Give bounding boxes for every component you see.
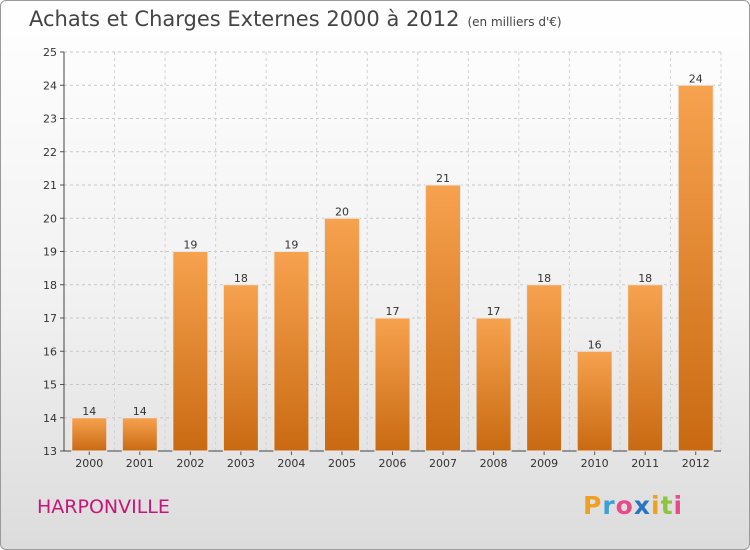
logo-letter: r [602, 491, 616, 520]
x-tick-label: 2007 [429, 457, 457, 470]
x-tick-label: 2004 [277, 457, 305, 470]
logo-letter: P [583, 491, 603, 520]
bar-2005 [323, 217, 360, 452]
data-label: 20 [335, 205, 349, 218]
logo-letter: o [615, 491, 634, 520]
commune-name: HARPONVILLE [37, 496, 170, 518]
x-tick-label: 2011 [631, 457, 659, 470]
x-tick-label: 2009 [530, 457, 558, 470]
x-tick-label: 2010 [581, 457, 609, 470]
data-label: 18 [234, 272, 248, 285]
data-label: 14 [133, 405, 147, 418]
data-label: 17 [487, 305, 501, 318]
logo-letter: i [673, 491, 684, 520]
bar-2011 [627, 284, 664, 452]
bar-2004 [273, 251, 310, 452]
bar-2003 [222, 284, 259, 452]
data-label: 18 [537, 272, 551, 285]
y-tick-label: 20 [43, 212, 57, 225]
data-label: 19 [284, 239, 298, 252]
y-tick-label: 13 [43, 445, 57, 458]
bar-2001 [121, 417, 158, 452]
data-label: 21 [436, 172, 450, 185]
y-tick-label: 22 [43, 146, 57, 159]
logo-letter: t [660, 491, 674, 520]
chart-title: Achats et Charges Externes 2000 à 2012 [29, 7, 460, 31]
bar-2008 [475, 317, 512, 452]
data-label: 18 [638, 272, 652, 285]
data-label: 17 [386, 305, 400, 318]
y-tick-label: 23 [43, 113, 57, 126]
bar-2007 [425, 184, 462, 452]
y-tick-label: 14 [43, 412, 57, 425]
bar-2012 [677, 84, 714, 452]
logo-letter: x [633, 491, 651, 520]
data-label: 19 [183, 239, 197, 252]
bars [71, 84, 714, 452]
bar-2006 [374, 317, 411, 452]
chart-title-block: Achats et Charges Externes 2000 à 2012 (e… [29, 7, 562, 31]
chart-unit: (en milliers d'€) [467, 15, 562, 29]
y-tick-label: 18 [43, 279, 57, 292]
x-tick-label: 2005 [328, 457, 356, 470]
x-tick-label: 2006 [379, 457, 407, 470]
x-tick-label: 2001 [126, 457, 154, 470]
y-tick-label: 24 [43, 79, 57, 92]
x-tick-label: 2000 [75, 457, 103, 470]
bar-2009 [526, 284, 563, 452]
y-tick-label: 16 [43, 345, 57, 358]
x-tick-label: 2003 [227, 457, 255, 470]
bar-2010 [576, 350, 613, 452]
bar-2002 [172, 251, 209, 452]
logo-letter: i [651, 491, 661, 520]
y-tick-label: 25 [43, 46, 57, 59]
labels: 14 2000 14 2001 19 2002 18 2003 19 2004 20 2005 17 20… [75, 72, 709, 470]
data-label: 16 [588, 338, 602, 351]
y-tick-label: 19 [43, 246, 57, 259]
proxiti-logo: Proxiti [583, 491, 683, 520]
y-tick-label: 17 [43, 312, 57, 325]
x-tick-label: 2008 [480, 457, 508, 470]
data-label: 14 [82, 405, 96, 418]
x-tick-label: 2002 [176, 457, 204, 470]
y-tick-label: 15 [43, 379, 57, 392]
y-tick-label: 21 [43, 179, 57, 192]
x-tick-label: 2012 [682, 457, 710, 470]
data-label: 24 [689, 72, 703, 85]
bar-2000 [71, 417, 108, 452]
